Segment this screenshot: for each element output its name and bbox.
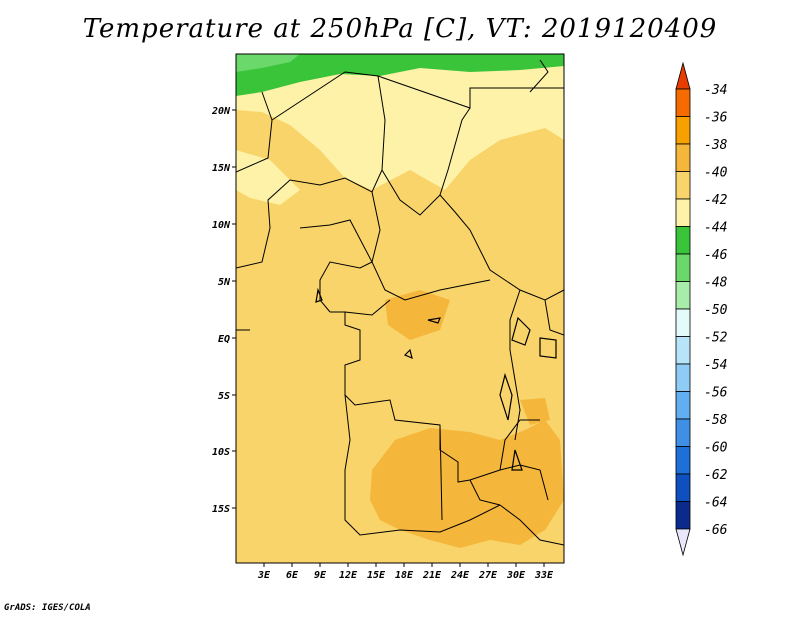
colorbar-label: -34 bbox=[704, 83, 727, 98]
colorbar-label: -64 bbox=[704, 496, 727, 511]
colorbar-swatch bbox=[675, 446, 691, 475]
lon-label: 15E bbox=[367, 570, 386, 581]
chart-title: Temperature at 250hPa [C], VT: 201912040… bbox=[82, 14, 718, 44]
lon-label: 24E bbox=[450, 570, 470, 581]
field-light-patch bbox=[236, 150, 300, 205]
lon-label: 30E bbox=[506, 570, 526, 581]
lon-label: 3E bbox=[257, 570, 271, 581]
colorbar-label: -56 bbox=[704, 386, 728, 401]
colorbar-swatch bbox=[675, 253, 691, 282]
lat-label: 5N bbox=[218, 277, 231, 288]
lat-label: 10N bbox=[212, 220, 231, 231]
colorbar-swatch bbox=[675, 418, 691, 447]
lat-label: 5S bbox=[218, 391, 230, 402]
field-warm-east bbox=[520, 398, 550, 425]
lat-label: 10S bbox=[212, 447, 230, 458]
lat-label: 15S bbox=[212, 504, 230, 515]
lat-label: 20N bbox=[211, 106, 231, 117]
colorbar-swatch bbox=[675, 226, 691, 255]
colorbar: -34 -36 -38 -40 -42 -44 -46 -48 -50 -52 -54 -56 -58 -… bbox=[675, 61, 728, 557]
colorbar-label: -44 bbox=[704, 221, 727, 236]
colorbar-swatch bbox=[675, 198, 691, 227]
colorbar-label: -50 bbox=[704, 303, 728, 318]
colorbar-swatch bbox=[675, 308, 691, 337]
field-warm-south bbox=[370, 420, 564, 548]
colorbar-label: -62 bbox=[704, 468, 728, 483]
colorbar-swatch bbox=[675, 363, 691, 392]
country-borders bbox=[236, 59, 564, 546]
colorbar-swatch bbox=[675, 501, 691, 530]
lat-label: EQ bbox=[218, 334, 230, 345]
lon-label: 6E bbox=[286, 570, 299, 581]
colorbar-label: -66 bbox=[704, 523, 728, 538]
map-plot-area bbox=[236, 54, 564, 563]
colorbar-label: -40 bbox=[704, 166, 728, 181]
colorbar-label: -60 bbox=[704, 441, 728, 456]
lat-label: 15N bbox=[212, 163, 231, 174]
colorbar-bottom-arrow bbox=[675, 528, 691, 557]
colorbar-label: -38 bbox=[704, 138, 728, 153]
colorbar-swatch bbox=[675, 116, 691, 145]
colorbar-label: -46 bbox=[704, 248, 728, 263]
lon-label: 27E bbox=[478, 570, 498, 581]
colorbar-swatch bbox=[675, 171, 691, 200]
colorbar-swatch bbox=[675, 336, 691, 365]
field-green-light bbox=[236, 54, 300, 72]
map-frame bbox=[235, 53, 565, 564]
lat-ticks bbox=[232, 109, 236, 509]
footer-credit: GrADS: IGES/COLA bbox=[4, 603, 91, 613]
lakes bbox=[315, 287, 557, 471]
colorbar-label: -36 bbox=[704, 111, 728, 126]
colorbar-label: -42 bbox=[704, 193, 728, 208]
colorbar-label: -54 bbox=[704, 358, 727, 373]
lon-labels: 3E 6E 9E 12E 15E 18E 21E 24E 27E 30E 33E bbox=[257, 570, 554, 581]
lon-label: 12E bbox=[339, 570, 358, 581]
colorbar-swatch bbox=[675, 281, 691, 310]
colorbar-top-arrow bbox=[675, 61, 691, 90]
lon-label: 18E bbox=[395, 570, 414, 581]
field-green-band bbox=[236, 54, 564, 96]
colorbar-swatch bbox=[675, 143, 691, 172]
colorbar-label: -52 bbox=[704, 331, 728, 346]
colorbar-swatch bbox=[675, 473, 691, 502]
field-warm-center bbox=[385, 290, 450, 340]
lon-ticks bbox=[263, 563, 545, 567]
lat-labels: 20N 15N 10N 5N EQ 5S 10S 15S bbox=[211, 106, 231, 515]
lon-label: 33E bbox=[534, 570, 554, 581]
lon-label: 9E bbox=[314, 570, 327, 581]
colorbar-swatch bbox=[675, 88, 691, 117]
colorbar-swatch bbox=[675, 391, 691, 420]
colorbar-label: -58 bbox=[704, 413, 728, 428]
colorbar-label: -48 bbox=[704, 276, 728, 291]
lon-label: 21E bbox=[422, 570, 442, 581]
